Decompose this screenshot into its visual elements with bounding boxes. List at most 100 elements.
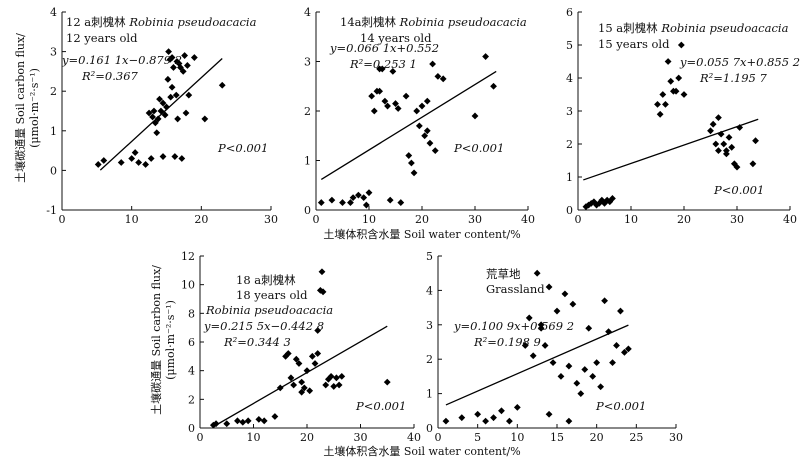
data-point xyxy=(154,115,162,123)
data-point xyxy=(601,297,608,305)
y-tick-label: 1 xyxy=(304,155,311,168)
y-tick-label: 1 xyxy=(50,125,57,138)
y-tick-label: 2 xyxy=(50,85,57,98)
panel-age: 15 years old xyxy=(598,37,670,51)
data-point xyxy=(135,159,143,166)
r-squared: R²=0.198 9 xyxy=(473,335,541,349)
panel-title-cn: 14a刺槐林 xyxy=(340,15,400,29)
regression-line xyxy=(320,70,497,180)
data-point xyxy=(529,352,537,360)
data-point xyxy=(163,103,170,111)
x-tick-label: 40 xyxy=(783,213,797,226)
x-tick-label: 10 xyxy=(247,431,261,444)
data-point xyxy=(383,378,391,386)
panel-age: 14 years old xyxy=(360,31,432,45)
data-point xyxy=(553,307,561,315)
y-tick-label: 0 xyxy=(426,422,433,435)
data-point xyxy=(389,68,397,75)
data-point xyxy=(150,107,158,115)
r-squared: R²=0.367 xyxy=(81,69,139,83)
data-point xyxy=(181,52,189,59)
x-tick-label: 30 xyxy=(669,431,683,444)
data-point xyxy=(164,75,172,83)
data-point xyxy=(605,328,612,336)
x-axis-title-bottom: 土壤体积含水量 Soil water content/% xyxy=(323,444,520,458)
data-point xyxy=(168,54,176,61)
data-point xyxy=(94,161,102,168)
data-point xyxy=(672,87,680,95)
panel-title-cn: 18 a刺槐林 xyxy=(236,273,296,287)
data-point xyxy=(439,75,447,83)
data-point xyxy=(381,97,389,105)
data-point xyxy=(707,127,714,135)
data-point xyxy=(271,413,279,420)
panel-title: 15 a刺槐林 Robinia pseudoacacia xyxy=(598,21,789,35)
regression-equation: y=0.215 5x−0.442 8 xyxy=(203,319,324,333)
data-point xyxy=(709,120,717,128)
data-point xyxy=(339,199,346,206)
data-point xyxy=(145,109,153,117)
data-point xyxy=(749,160,757,168)
y-tick-label: 6 xyxy=(566,6,573,19)
panel-title: 荒草地 xyxy=(486,267,521,281)
data-point xyxy=(170,64,177,71)
panel-title-cn: 15 a刺槐林 xyxy=(598,21,661,35)
data-point xyxy=(117,159,125,166)
x-tick-label: 10 xyxy=(362,213,376,226)
y-tick-label: 4 xyxy=(304,6,311,19)
data-point xyxy=(178,155,186,162)
y-tick-label: 12 xyxy=(181,250,195,263)
data-point xyxy=(314,350,322,357)
data-point xyxy=(712,140,720,148)
data-point xyxy=(287,374,295,382)
panel-18a: 0 10 20 30 40 0 2 4 6 8 10 12 18 a刺槐林 18 years oldRo… xyxy=(181,250,421,444)
data-point xyxy=(415,122,423,130)
p-value: P<0.001 xyxy=(217,141,268,155)
x-tick-label: 0 xyxy=(59,213,66,226)
x-tick-label: 30 xyxy=(730,213,744,226)
data-point xyxy=(431,147,439,154)
data-point xyxy=(545,283,553,291)
panel-title-latin-line: Robinia pseudoacacia xyxy=(205,303,333,317)
x-tick-label: 5 xyxy=(474,431,481,444)
data-point xyxy=(185,91,193,99)
panel-title-latin: Robinia pseudoacacia xyxy=(660,21,788,35)
data-point xyxy=(545,410,553,418)
p-value: P<0.001 xyxy=(453,141,504,155)
y-tick-label: 2 xyxy=(426,353,433,366)
data-point xyxy=(585,324,593,332)
data-point xyxy=(333,374,340,382)
x-tick-label: 0 xyxy=(197,431,204,444)
x-tick-label: 40 xyxy=(521,213,535,226)
data-point xyxy=(100,157,108,164)
panel-age: 12 years old xyxy=(66,31,138,45)
data-point xyxy=(318,268,326,276)
x-tick-label: 25 xyxy=(629,431,643,444)
data-point xyxy=(394,105,402,112)
data-point xyxy=(664,58,672,65)
data-point xyxy=(239,418,247,426)
data-point xyxy=(174,115,182,123)
data-point xyxy=(429,60,436,68)
p-value: P<0.001 xyxy=(355,399,406,413)
data-point xyxy=(442,417,450,425)
y-tick-label: 0 xyxy=(304,204,311,217)
y-tick-label: 3 xyxy=(304,56,311,69)
y-tick-label: 3 xyxy=(566,105,573,118)
x-tick-label: 30 xyxy=(354,431,368,444)
y-tick-label: 5 xyxy=(566,39,573,52)
panel-title-cn: 12 a刺槐林 xyxy=(66,15,129,29)
panel-title: 12 a刺槐林 Robinia pseudoacacia xyxy=(66,15,257,29)
data-point xyxy=(338,373,346,380)
data-point xyxy=(490,414,497,422)
data-point xyxy=(549,359,557,367)
data-point xyxy=(319,288,327,296)
r-squared: R²=0.253 1 xyxy=(349,57,417,71)
data-point xyxy=(482,417,489,425)
y-tick-label: 2 xyxy=(188,393,195,406)
data-point xyxy=(330,383,338,390)
y-tick-label: 10 xyxy=(181,279,195,292)
data-point xyxy=(244,417,252,425)
data-point xyxy=(292,355,300,363)
